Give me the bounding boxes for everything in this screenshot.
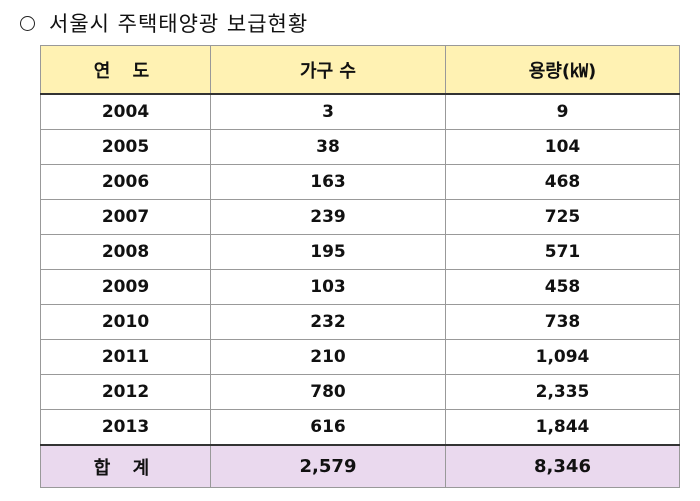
cell-year: 2004 <box>40 93 211 130</box>
cell-capacity: 738 <box>445 304 680 340</box>
table-row: 2009 103 458 <box>40 269 680 305</box>
cell-households: 163 <box>210 164 446 200</box>
cell-households: 210 <box>210 339 446 375</box>
cell-households: 3 <box>210 93 446 130</box>
cell-year: 2010 <box>40 304 211 340</box>
cell-capacity: 1,844 <box>445 409 680 446</box>
total-capacity: 8,346 <box>445 444 680 488</box>
cell-year: 2012 <box>40 374 211 410</box>
table-row: 2008 195 571 <box>40 234 680 270</box>
cell-capacity: 725 <box>445 199 680 235</box>
table-row: 2004 3 9 <box>40 93 680 130</box>
title-row: 서울시 주택태양광 보급현황 <box>20 8 308 38</box>
cell-capacity: 2,335 <box>445 374 680 410</box>
cell-households: 195 <box>210 234 446 270</box>
cell-capacity: 1,094 <box>445 339 680 375</box>
cell-year: 2009 <box>40 269 211 305</box>
cell-households: 38 <box>210 129 446 165</box>
table-row: 2012 780 2,335 <box>40 374 680 410</box>
total-households: 2,579 <box>210 444 446 488</box>
table-row: 2010 232 738 <box>40 304 680 340</box>
cell-households: 232 <box>210 304 446 340</box>
table-row: 2013 616 1,844 <box>40 409 680 446</box>
total-row: 합 계 2,579 8,346 <box>40 444 680 488</box>
table-row: 2006 163 468 <box>40 164 680 200</box>
cell-capacity: 104 <box>445 129 680 165</box>
table-row: 2011 210 1,094 <box>40 339 680 375</box>
header-households: 가구 수 <box>210 45 446 95</box>
cell-households: 616 <box>210 409 446 446</box>
cell-capacity: 9 <box>445 93 680 130</box>
cell-capacity: 571 <box>445 234 680 270</box>
table-row: 2005 38 104 <box>40 129 680 165</box>
total-label: 합 계 <box>40 444 211 488</box>
cell-households: 780 <box>210 374 446 410</box>
cell-capacity: 458 <box>445 269 680 305</box>
circle-bullet-icon <box>20 15 35 31</box>
cell-year: 2006 <box>40 164 211 200</box>
page-title: 서울시 주택태양광 보급현황 <box>49 12 309 36</box>
cell-households: 103 <box>210 269 446 305</box>
cell-households: 239 <box>210 199 446 235</box>
header-year: 연 도 <box>40 45 211 95</box>
cell-capacity: 468 <box>445 164 680 200</box>
cell-year: 2005 <box>40 129 211 165</box>
cell-year: 2011 <box>40 339 211 375</box>
table-row: 2007 239 725 <box>40 199 680 235</box>
cell-year: 2008 <box>40 234 211 270</box>
cell-year: 2007 <box>40 199 211 235</box>
header-capacity: 용량(㎾) <box>445 45 680 95</box>
solar-status-table: 연 도 가구 수 용량(㎾) 2004 3 9 2005 38 104 2006… <box>40 45 680 488</box>
header-row: 연 도 가구 수 용량(㎾) <box>40 45 680 95</box>
cell-year: 2013 <box>40 409 211 446</box>
